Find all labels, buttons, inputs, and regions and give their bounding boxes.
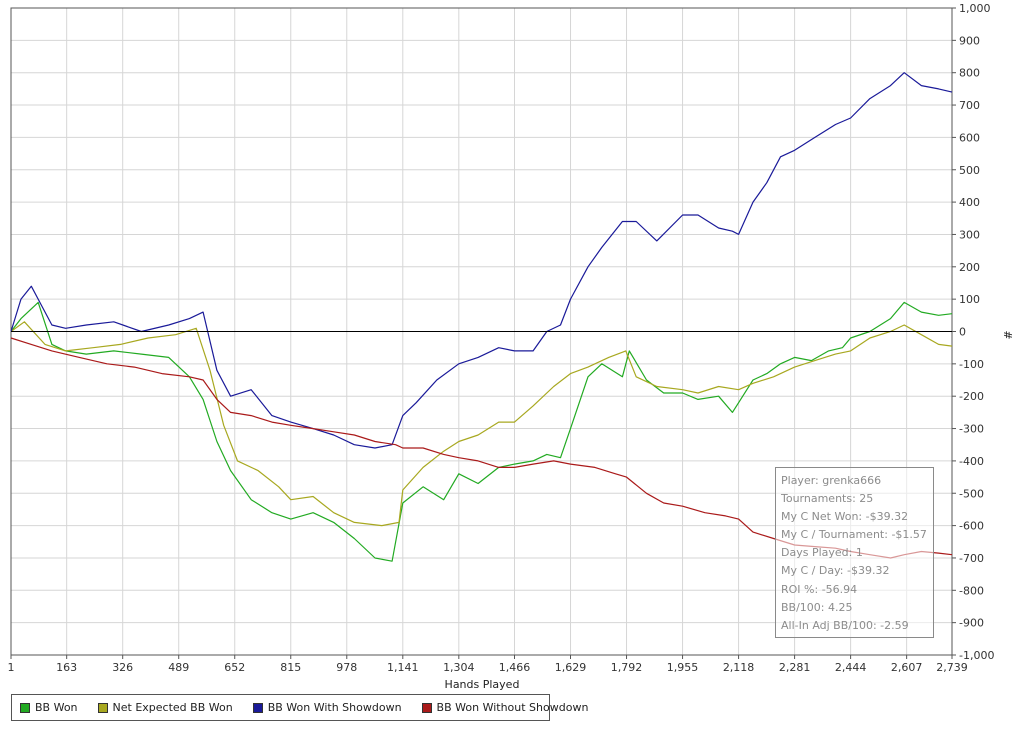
legend-item-net-expected[interactable]: Net Expected BB Won xyxy=(97,701,233,714)
legend-item-bb-won[interactable]: BB Won xyxy=(20,701,78,714)
y-tick-label: -500 xyxy=(959,487,984,500)
x-tick-label: 815 xyxy=(280,661,301,674)
x-tick-label: 2,739 xyxy=(936,661,968,674)
y-tick-label: -600 xyxy=(959,520,984,533)
y-tick-label: -1,000 xyxy=(959,649,994,662)
y-tick-label: -300 xyxy=(959,423,984,436)
stat-roi: ROI %: -56.94 xyxy=(781,582,858,596)
y-tick-label: -400 xyxy=(959,455,984,468)
y-tick-label: -700 xyxy=(959,552,984,565)
series-line-bb-won-with-showdown xyxy=(10,72,953,449)
stat-tournaments: Tournaments: 25 xyxy=(781,492,874,506)
legend-label-without-showdown: BB Won Without Showdown xyxy=(436,701,589,714)
x-tick-label: 978 xyxy=(336,661,357,674)
series-line-bb-won xyxy=(10,301,953,562)
x-tick-label: 489 xyxy=(168,661,189,674)
legend-swatch-without-showdown xyxy=(421,702,432,713)
player-stats-panel: Player: grenka666 Tournaments: 25 My C N… xyxy=(775,467,934,638)
x-tick-label: 1,466 xyxy=(499,661,531,674)
stat-net-won: My C Net Won: -$39.32 xyxy=(781,510,909,524)
y-tick-label: -800 xyxy=(959,584,984,597)
legend-swatch-net-expected xyxy=(97,702,108,713)
legend-label-net-expected: Net Expected BB Won xyxy=(112,701,233,714)
series-line-net-expected-bb-won xyxy=(10,321,953,527)
x-axis-ticks: 1 163 326 489 652 815 978 1,141 1,304 1,466 1,629 1… xyxy=(8,655,968,674)
stat-days-played: Days Played: 1 xyxy=(781,546,863,560)
x-tick-label: 2,281 xyxy=(779,661,811,674)
series-lines xyxy=(10,72,953,562)
y-tick-label: 600 xyxy=(959,131,980,144)
x-axis-title: Hands Played xyxy=(445,678,520,691)
legend-label-bb-won: BB Won xyxy=(35,701,78,714)
chart-legend: BB Won Net Expected BB Won BB Won With S… xyxy=(11,694,588,721)
x-tick-label: 1,304 xyxy=(443,661,475,674)
y-tick-label: -900 xyxy=(959,617,984,630)
y-tick-label: 700 xyxy=(959,99,980,112)
y-tick-label: 100 xyxy=(959,293,980,306)
y-axis-title: # xyxy=(1001,330,1014,339)
y-tick-label: 1,000 xyxy=(959,2,991,15)
x-tick-label: 1,629 xyxy=(555,661,587,674)
y-tick-label: -200 xyxy=(959,390,984,403)
x-tick-label: 1,792 xyxy=(611,661,643,674)
y-tick-label: 200 xyxy=(959,261,980,274)
y-tick-label: 400 xyxy=(959,196,980,209)
x-tick-label: 2,118 xyxy=(723,661,755,674)
x-tick-label: 1,141 xyxy=(387,661,419,674)
y-axis-ticks: 1,000 900 800 700 600 500 400 300 200 100 0 -100 -20… xyxy=(952,2,994,662)
y-tick-label: 800 xyxy=(959,67,980,80)
x-tick-label: 326 xyxy=(112,661,133,674)
stat-player: Player: grenka666 xyxy=(781,474,882,487)
legend-item-without-showdown[interactable]: BB Won Without Showdown xyxy=(421,701,589,714)
stat-per-day: My C / Day: -$39.32 xyxy=(781,564,890,578)
legend-swatch-with-showdown xyxy=(252,702,263,713)
legend-item-with-showdown[interactable]: BB Won With Showdown xyxy=(252,701,402,714)
x-tick-label: 163 xyxy=(56,661,77,674)
x-tick-label: 1,955 xyxy=(667,661,699,674)
x-tick-label: 1 xyxy=(8,661,15,674)
y-tick-label: 300 xyxy=(959,228,980,241)
legend-label-with-showdown: BB Won With Showdown xyxy=(267,701,402,714)
y-tick-label: 900 xyxy=(959,34,980,47)
stat-bb-per-100: BB/100: 4.25 xyxy=(781,600,853,614)
y-tick-label: -100 xyxy=(959,358,984,371)
legend-swatch-bb-won xyxy=(20,702,30,713)
x-tick-label: 2,444 xyxy=(835,661,867,674)
x-tick-label: 2,607 xyxy=(891,661,923,674)
y-tick-label: 500 xyxy=(959,164,980,177)
stat-allin-adj-bb-per-100: All-In Adj BB/100: -2.59 xyxy=(781,618,909,632)
x-tick-label: 652 xyxy=(224,661,245,674)
stat-per-tournament: My C / Tournament: -$1.57 xyxy=(781,528,927,542)
y-tick-label: 0 xyxy=(959,326,966,339)
